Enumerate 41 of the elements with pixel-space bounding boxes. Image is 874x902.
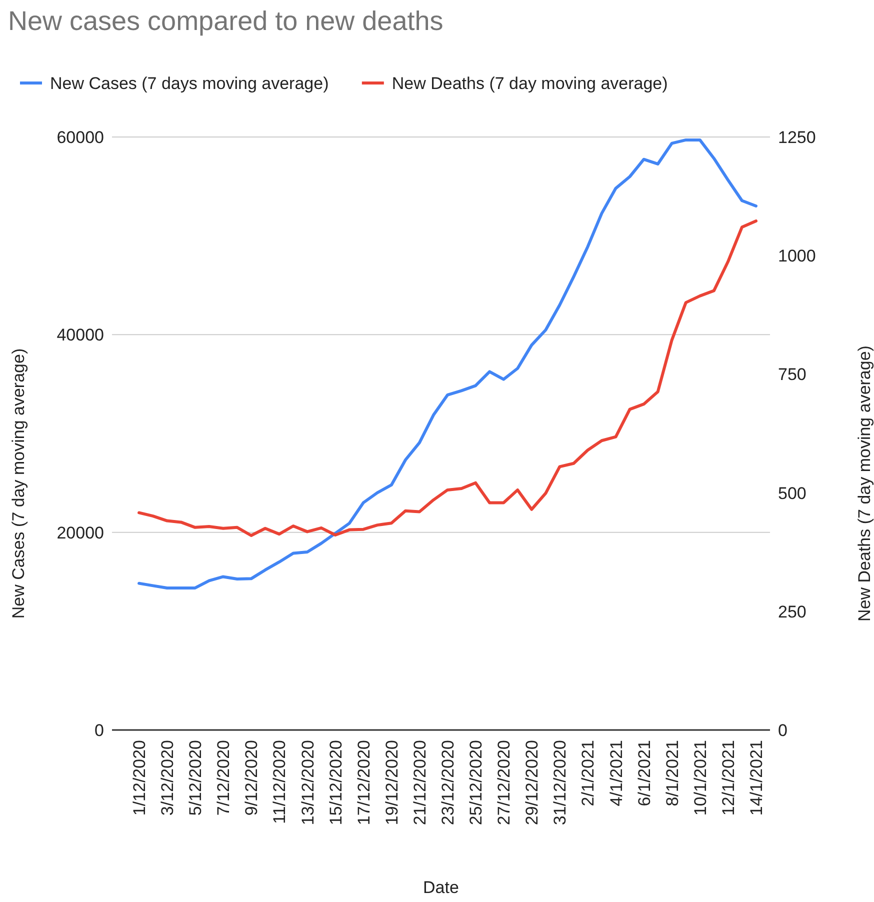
x-tick-label: 12/1/2021	[718, 740, 738, 816]
x-tick-label: 13/12/2020	[298, 740, 318, 826]
x-tick-label: 14/1/2021	[746, 740, 766, 816]
y-tick-label: 40000	[56, 326, 104, 345]
x-tick-label: 31/12/2020	[550, 740, 570, 826]
x-tick-label: 4/1/2021	[606, 740, 626, 806]
y2-axis-title: New Deaths (7 day moving average)	[855, 346, 874, 622]
x-tick-label: 21/12/2020	[410, 740, 430, 826]
x-axis-title: Date	[423, 878, 459, 897]
x-tick-label: 5/12/2020	[186, 740, 206, 816]
x-tick-label: 10/1/2021	[690, 740, 710, 816]
x-tick-label: 6/1/2021	[634, 740, 654, 806]
x-tick-label: 7/12/2020	[214, 740, 234, 816]
x-tick-label: 19/12/2020	[382, 740, 402, 826]
x-tick-label: 25/12/2020	[466, 740, 486, 826]
x-tick-label: 11/12/2020	[270, 740, 290, 824]
legend-label: New Cases (7 days moving average)	[50, 74, 329, 93]
x-tick-label: 3/12/2020	[158, 740, 178, 816]
y2-tick-label: 1250	[778, 128, 816, 147]
y-axis-title: New Cases (7 day moving average)	[9, 348, 28, 619]
x-tick-label: 2/1/2021	[578, 740, 598, 806]
y2-tick-label: 500	[778, 484, 806, 503]
x-tick-label: 15/12/2020	[326, 740, 346, 826]
line-series	[138, 219, 758, 537]
x-tick-label: 17/12/2020	[354, 740, 374, 826]
x-tick-label: 27/12/2020	[494, 740, 514, 826]
y-tick-label: 20000	[56, 523, 104, 542]
y2-tick-label: 750	[778, 365, 806, 384]
y2-tick-label: 1000	[778, 246, 816, 266]
y-tick-label: 60000	[56, 128, 104, 147]
y2-tick-label: 0	[778, 720, 788, 740]
x-tick-label: 1/12/2020	[130, 740, 150, 816]
chart-title: New cases compared to new deaths	[8, 6, 444, 36]
x-tick-label: 23/12/2020	[438, 740, 458, 826]
x-tick-label: 9/12/2020	[242, 740, 262, 816]
y2-tick-label: 250	[778, 602, 806, 622]
legend-label: New Deaths (7 day moving average)	[392, 74, 668, 93]
x-tick-label: 8/1/2021	[662, 740, 682, 806]
x-tick-label: 29/12/2020	[522, 740, 542, 826]
line-series	[138, 138, 758, 590]
y-tick-label: 0	[94, 720, 104, 740]
